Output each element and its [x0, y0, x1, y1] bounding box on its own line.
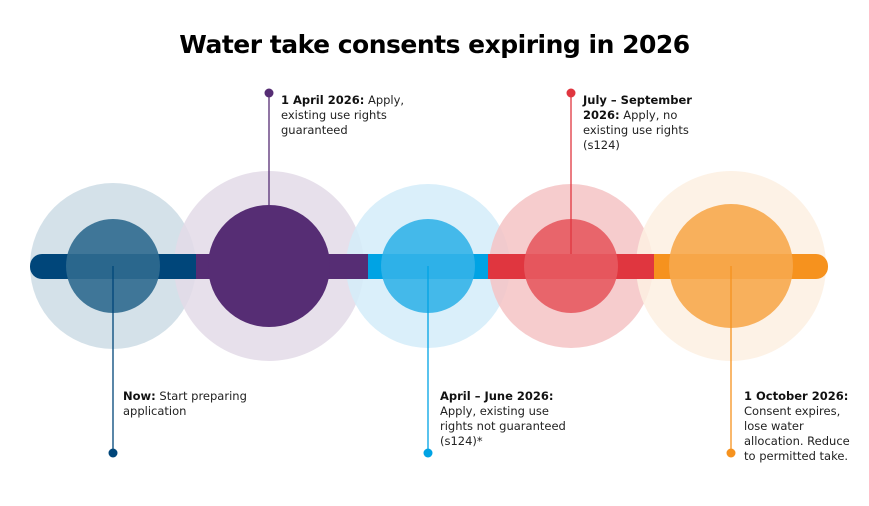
milestone-label-now: Now: Start preparing application	[123, 389, 247, 418]
connector-dot	[566, 88, 576, 98]
connector-dot	[108, 448, 118, 458]
connector-dot	[423, 448, 433, 458]
milestone-label-april-june: April – June 2026: Apply, existing use ri…	[440, 389, 566, 448]
milestone-label-july-september: July – September 2026: Apply, no existin…	[583, 93, 692, 152]
inner-circle	[524, 219, 618, 313]
milestone-label-october: 1 October 2026: Consent expires, lose wat…	[744, 389, 850, 463]
inner-circle	[208, 205, 330, 327]
page-title: Water take consents expiring in 2026	[179, 30, 690, 59]
connector-dot	[264, 88, 274, 98]
connector-dot	[726, 448, 736, 458]
milestone-label-april: 1 April 2026: Apply, existing use rights…	[281, 93, 405, 137]
